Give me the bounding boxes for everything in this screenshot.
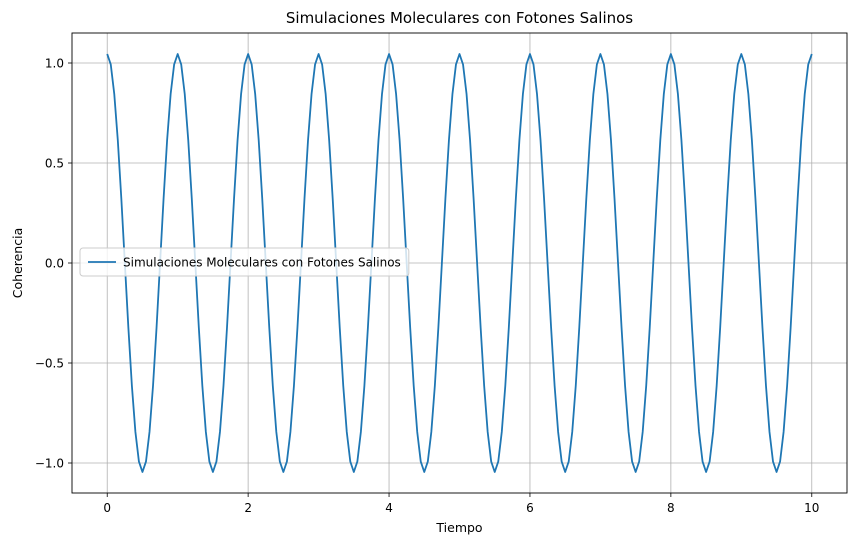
x-tick-label: 2 [244, 501, 252, 515]
y-tick-label: −0.5 [35, 357, 64, 371]
chart-title: Simulaciones Moleculares con Fotones Sal… [286, 9, 633, 27]
y-tick-label: 0.0 [45, 257, 64, 271]
x-tick-label: 4 [385, 501, 393, 515]
series-line [106, 53, 813, 473]
x-tick-label: 0 [103, 501, 111, 515]
y-tick-label: 0.5 [45, 157, 64, 171]
y-tick-label: 1.0 [45, 57, 64, 71]
x-tick-label: 8 [667, 501, 675, 515]
series-layer [106, 53, 813, 473]
legend-box [79, 247, 410, 277]
x-tick-label: 10 [804, 501, 819, 515]
y-tick-label: −1.0 [35, 457, 64, 471]
x-tick-label: 6 [526, 501, 534, 515]
x-axis-label: Tiempo [435, 520, 482, 535]
legend: Simulaciones Moleculares con Fotones Sal… [79, 247, 410, 277]
axis-ticks: 0 2 4 6 8 10 −1.0 −0.5 0.0 0.5 1.0 [35, 57, 820, 516]
legend-label: Simulaciones Moleculares con Fotones Sal… [123, 256, 401, 270]
y-axis-label: Coherencia [10, 228, 25, 298]
